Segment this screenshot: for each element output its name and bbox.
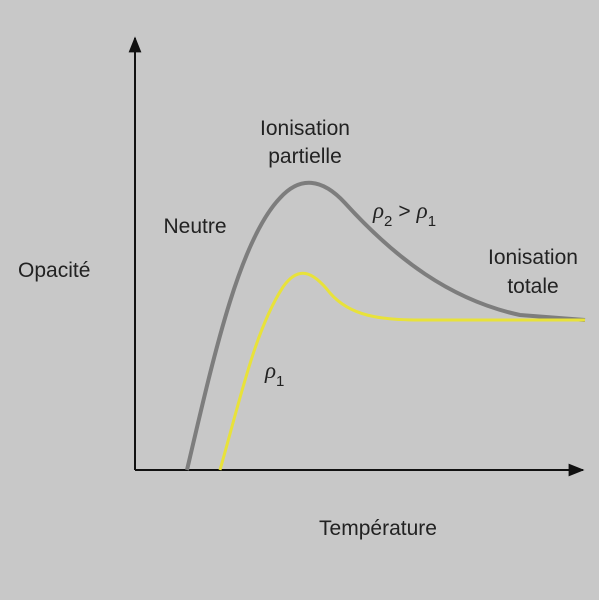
- low-density-curve: [218, 271, 585, 471]
- total-label: Ionisation: [488, 246, 578, 269]
- subscript: 1: [276, 373, 284, 390]
- total-label: totale: [507, 275, 558, 298]
- symbol: ρ: [416, 198, 428, 223]
- symbol: ρ: [264, 358, 276, 383]
- partial-label: Ionisation: [260, 117, 350, 140]
- low-density-label: ρ1: [264, 358, 284, 390]
- x-axis-label: Température: [319, 517, 437, 540]
- y-axis-label: Opacité: [18, 259, 90, 282]
- subscript: 2: [384, 213, 392, 230]
- subscript: 1: [428, 213, 436, 230]
- symbol: ρ: [372, 198, 384, 223]
- partial-label: partielle: [268, 145, 342, 168]
- high-density-curve: [185, 180, 586, 471]
- density-relation: ρ2 > ρ1: [372, 198, 436, 230]
- neutral-label: Neutre: [163, 215, 226, 238]
- relation: >: [398, 200, 410, 223]
